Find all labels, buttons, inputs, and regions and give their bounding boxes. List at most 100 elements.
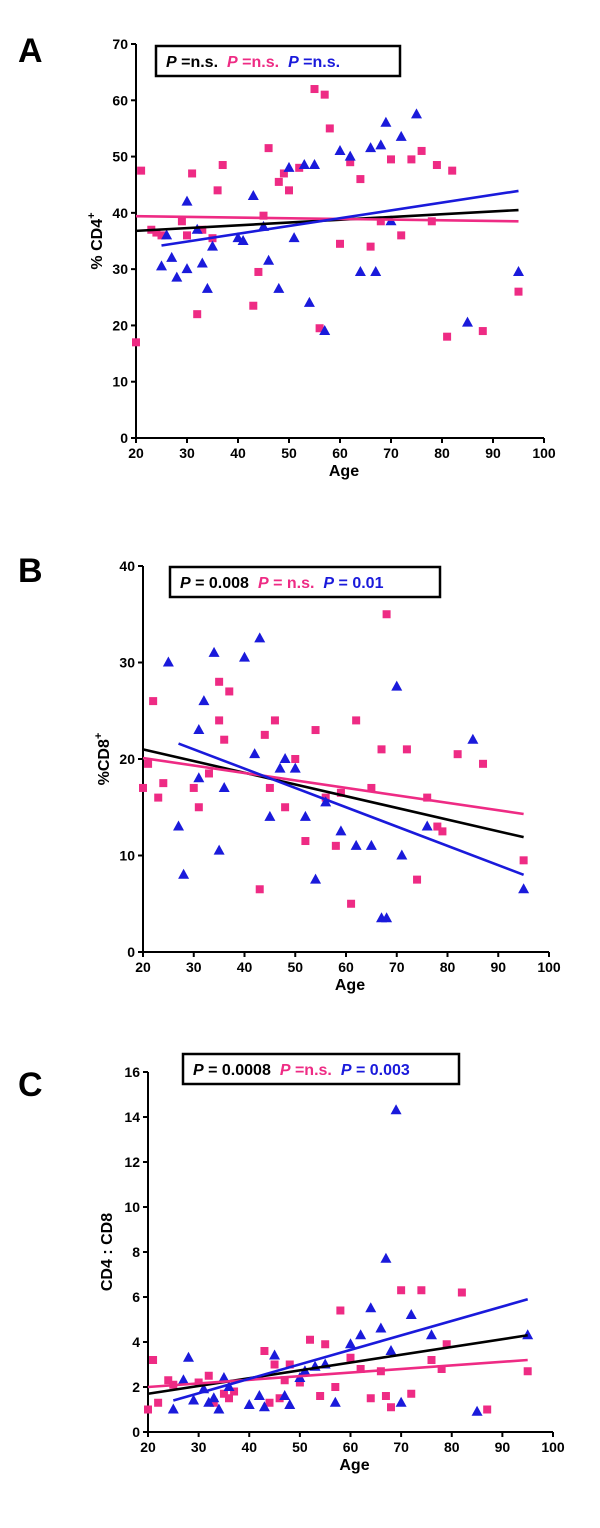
y-tick-label: 4 <box>132 1334 140 1350</box>
blue-data-point <box>258 1401 270 1412</box>
x-tick-label: 100 <box>537 959 561 975</box>
p-value-legend <box>181 1052 461 1086</box>
pink-data-point <box>154 1398 163 1407</box>
blue-data-point <box>365 839 377 850</box>
x-tick-label: 70 <box>383 445 399 461</box>
pink-data-point <box>215 716 224 725</box>
blue-data-point <box>405 1309 417 1319</box>
p-value-text: P =n.s. P =n.s. P =n.s. <box>166 54 340 71</box>
blue-data-point <box>518 883 530 894</box>
pink-data-point <box>183 231 191 240</box>
pink-data-point <box>397 231 406 240</box>
blue-data-point <box>207 240 218 251</box>
pink-data-point <box>432 161 441 170</box>
blue-data-point <box>303 296 315 307</box>
blue-data-point <box>171 271 183 282</box>
blue-data-point <box>178 868 190 879</box>
pink-data-point <box>159 779 168 788</box>
pink-data-point <box>387 155 395 164</box>
panel-c: C 20 30 40 50 60 70 80 90 100 0 2 4 6 8 10 12 14 16 Age CD4 … <box>18 1052 565 1474</box>
pink-data-point <box>188 169 197 178</box>
y-tick-label: 6 <box>132 1289 140 1305</box>
y-tick-label: 60 <box>112 92 128 108</box>
pink-data-point <box>402 745 411 754</box>
blue-data-point <box>243 1399 255 1409</box>
pink-data-point <box>149 1356 158 1364</box>
x-tick-label: 20 <box>140 1439 156 1455</box>
pink-data-point <box>285 1360 294 1369</box>
blue-data-point <box>198 695 210 706</box>
pink-data-point <box>219 1389 228 1398</box>
pink-data-point <box>301 837 310 846</box>
blue-data-point <box>177 1374 189 1385</box>
pink-data-point <box>346 158 355 167</box>
pink-data-point <box>209 1398 218 1407</box>
pink-data-point <box>265 783 274 792</box>
pink-data-point <box>193 310 202 319</box>
x-tick-label: 50 <box>292 1439 308 1455</box>
pink-data-point <box>453 750 462 759</box>
blue-data-point <box>380 1252 392 1263</box>
blue-data-point <box>208 1392 220 1403</box>
x-tick-label: 100 <box>532 445 556 461</box>
x-tick-label: 30 <box>191 1439 207 1455</box>
blue-data-point <box>253 1390 265 1400</box>
x-tick-label: 80 <box>434 445 450 461</box>
blue-data-point <box>237 235 249 245</box>
panel-b: B 20 30 40 50 60 70 80 90 100 0 10 20 30 40 Age %CD8+ P =… <box>18 552 561 994</box>
pink-data-point <box>356 175 365 184</box>
blue-data-point <box>279 753 291 763</box>
pink-data-point <box>260 1347 269 1355</box>
pink-data-point <box>137 166 146 175</box>
x-tick-label: 30 <box>186 959 202 975</box>
pink-data-point <box>139 783 147 792</box>
pink-data-point <box>320 90 329 99</box>
pink-data-point <box>479 759 488 768</box>
blue-data-point <box>264 810 276 821</box>
blue-data-point <box>213 1403 225 1414</box>
blue-data-point <box>208 646 220 657</box>
pink-data-point <box>218 161 227 170</box>
blue-data-point <box>273 282 285 293</box>
blue-data-point <box>319 325 331 336</box>
y-tick-label: 30 <box>119 655 135 671</box>
blue-data-point <box>223 1381 235 1391</box>
pink-data-point <box>336 239 344 248</box>
pink-data-point <box>377 745 386 754</box>
pink-data-point <box>255 885 264 894</box>
pink-data-point <box>254 267 263 276</box>
pink-data-point <box>336 788 345 797</box>
pink-data-point <box>367 783 376 792</box>
blue-data-point <box>188 1394 200 1405</box>
blue-data-point <box>254 632 266 643</box>
panel-letter: A <box>18 32 43 70</box>
blue-data-point <box>381 912 393 923</box>
pink-data-point <box>352 716 361 725</box>
x-tick-label: 60 <box>338 959 354 975</box>
pink-data-point <box>295 163 304 172</box>
pink-data-point <box>423 793 432 802</box>
blue-regression-line <box>172 1298 529 1402</box>
pink-data-point <box>382 610 391 619</box>
blue-data-point <box>344 150 356 161</box>
pink-data-point <box>144 1405 152 1414</box>
y-tick-label: 40 <box>112 205 128 221</box>
y-tick-label: 16 <box>124 1064 140 1080</box>
y-tick-label: 12 <box>124 1154 140 1170</box>
pink-data-point <box>437 1365 446 1373</box>
pink-data-point <box>438 827 447 836</box>
panel-letter: B <box>18 552 43 590</box>
pink-regression-line <box>135 214 519 223</box>
blue-data-point <box>385 1345 397 1355</box>
pink-data-point <box>189 783 198 792</box>
y-axis-label: % CD4+ <box>86 212 106 269</box>
pink-data-point <box>157 231 166 240</box>
blue-data-point <box>269 1349 281 1360</box>
pink-data-point <box>347 899 356 908</box>
blue-data-point <box>263 254 275 265</box>
pink-data-point <box>381 1392 390 1400</box>
blue-data-point <box>365 142 377 153</box>
x-tick-label: 20 <box>128 445 144 461</box>
blue-data-point <box>274 762 286 773</box>
